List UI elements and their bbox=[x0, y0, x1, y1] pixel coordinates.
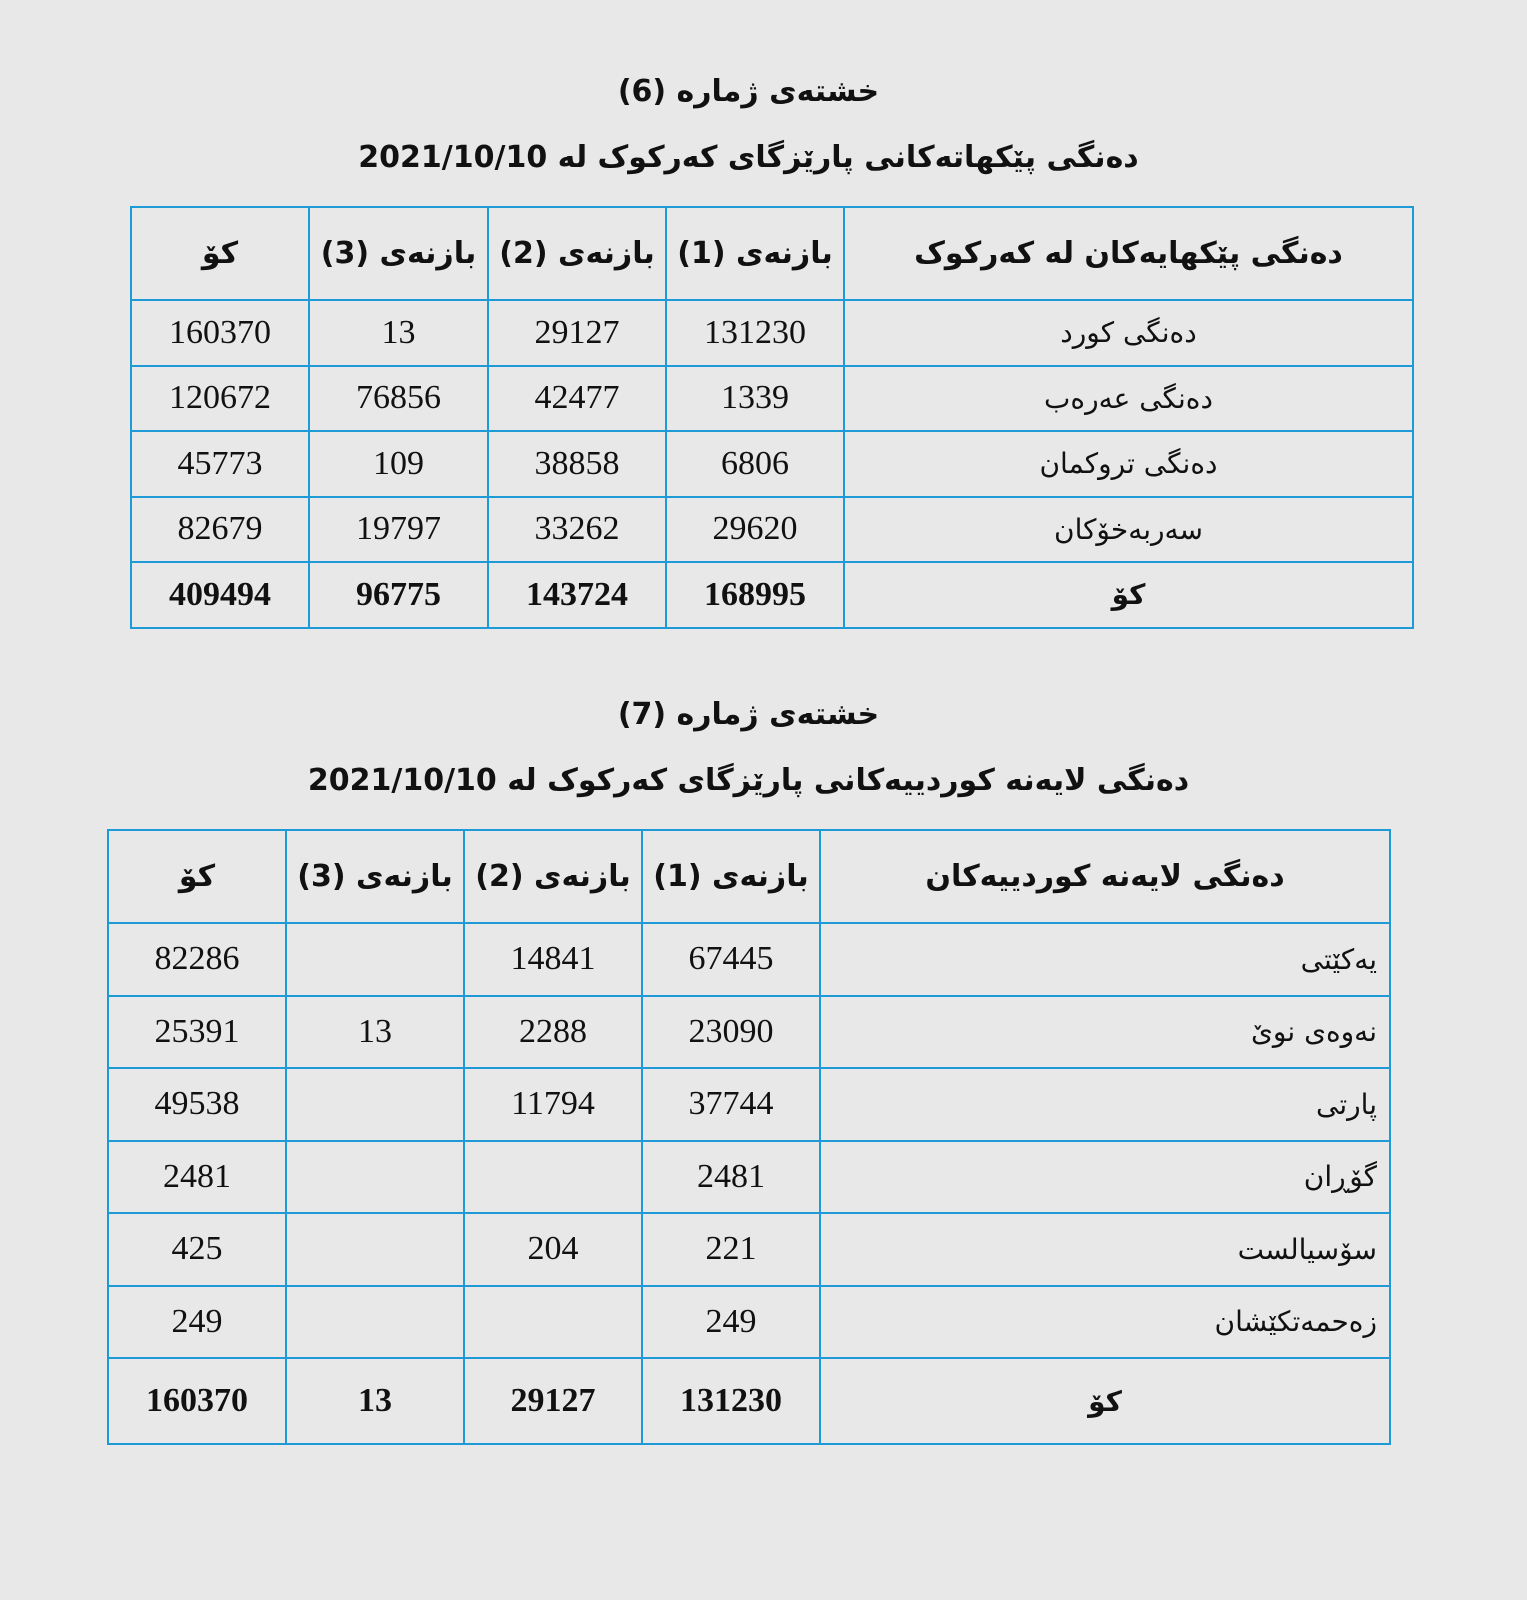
value-cell bbox=[463, 1284, 643, 1359]
value-cell: 120672 bbox=[130, 364, 310, 432]
table6-number-title: خشتەی ژمارە (6) bbox=[617, 74, 880, 109]
value-cell: 29127 bbox=[487, 299, 667, 367]
table-row: سەربەخۆکان 29620 33262 19797 82679 bbox=[130, 495, 1414, 563]
table-row: یەکێتی 67445 14841 82286 bbox=[107, 922, 1391, 997]
value-cell: 168995 bbox=[665, 561, 845, 629]
table-row: سۆسیالست 221 204 425 bbox=[107, 1212, 1391, 1287]
header-cell: کۆ bbox=[107, 829, 287, 924]
value-cell: 6806 bbox=[665, 430, 845, 498]
value-cell: 33262 bbox=[487, 495, 667, 563]
row-label-cell: نەوەی نوێ bbox=[819, 994, 1391, 1069]
table6: دەنگی پێکهایەکان لە کەرکوک بازنەی (1) با… bbox=[130, 206, 1414, 629]
value-cell: 82679 bbox=[130, 495, 310, 563]
table7: دەنگی لایەنە کوردییەکان بازنەی (1) بازنە… bbox=[107, 829, 1391, 1445]
value-cell: 221 bbox=[641, 1212, 821, 1287]
value-cell: 409494 bbox=[130, 561, 310, 629]
header-cell: بازنەی (2) bbox=[487, 206, 667, 301]
value-cell: 2481 bbox=[641, 1139, 821, 1214]
table-row: دەنگی تروکمان 6806 38858 109 45773 bbox=[130, 430, 1414, 498]
table7-subtitle: دەنگی لایەنە کوردییەکانی پارێزگای کەرکوک… bbox=[307, 763, 1190, 798]
value-cell bbox=[463, 1139, 643, 1214]
value-cell: 11794 bbox=[463, 1067, 643, 1142]
header-cell: بازنەی (1) bbox=[665, 206, 845, 301]
value-cell: 14841 bbox=[463, 922, 643, 997]
table-row: نەوەی نوێ 23090 2288 13 25391 bbox=[107, 994, 1391, 1069]
value-cell: 23090 bbox=[641, 994, 821, 1069]
row-label-cell: پارتی bbox=[819, 1067, 1391, 1142]
value-cell: 13 bbox=[285, 1357, 465, 1445]
value-cell: 249 bbox=[107, 1284, 287, 1359]
value-cell bbox=[285, 1284, 465, 1359]
table-row: گۆڕان 2481 2481 bbox=[107, 1139, 1391, 1214]
value-cell: 13 bbox=[308, 299, 489, 367]
header-cell: دەنگی پێکهایەکان لە کەرکوک bbox=[843, 206, 1414, 301]
row-label-cell: کۆ bbox=[819, 1357, 1391, 1445]
value-cell: 249 bbox=[641, 1284, 821, 1359]
value-cell: 49538 bbox=[107, 1067, 287, 1142]
value-cell: 38858 bbox=[487, 430, 667, 498]
value-cell: 131230 bbox=[665, 299, 845, 367]
value-cell: 42477 bbox=[487, 364, 667, 432]
table7-number-title: خشتەی ژمارە (7) bbox=[617, 697, 880, 732]
value-cell: 425 bbox=[107, 1212, 287, 1287]
row-label-cell: سۆسیالست bbox=[819, 1212, 1391, 1287]
value-cell: 131230 bbox=[641, 1357, 821, 1445]
row-label-cell: زەحمەتکێشان bbox=[819, 1284, 1391, 1359]
value-cell: 96775 bbox=[308, 561, 489, 629]
table-row: پارتی 37744 11794 49538 bbox=[107, 1067, 1391, 1142]
value-cell: 76856 bbox=[308, 364, 489, 432]
value-cell: 160370 bbox=[130, 299, 310, 367]
value-cell: 19797 bbox=[308, 495, 489, 563]
table7-header-row: دەنگی لایەنە کوردییەکان بازنەی (1) بازنە… bbox=[107, 829, 1391, 924]
value-cell: 37744 bbox=[641, 1067, 821, 1142]
value-cell: 13 bbox=[285, 994, 465, 1069]
value-cell bbox=[285, 1212, 465, 1287]
value-cell bbox=[285, 1067, 465, 1142]
total-row: کۆ 168995 143724 96775 409494 bbox=[130, 561, 1414, 629]
value-cell: 29620 bbox=[665, 495, 845, 563]
row-label-cell: دەنگی کورد bbox=[843, 299, 1414, 367]
table6-header-row: دەنگی پێکهایەکان لە کەرکوک بازنەی (1) با… bbox=[130, 206, 1414, 301]
value-cell: 67445 bbox=[641, 922, 821, 997]
row-label-cell: سەربەخۆکان bbox=[843, 495, 1414, 563]
row-label-cell: دەنگی عەرەب bbox=[843, 364, 1414, 432]
value-cell bbox=[285, 922, 465, 997]
value-cell: 204 bbox=[463, 1212, 643, 1287]
value-cell: 25391 bbox=[107, 994, 287, 1069]
header-cell: بازنەی (3) bbox=[285, 829, 465, 924]
row-label-cell: گۆڕان bbox=[819, 1139, 1391, 1214]
total-row: کۆ 131230 29127 13 160370 bbox=[107, 1357, 1391, 1445]
table-row: دەنگی کورد 131230 29127 13 160370 bbox=[130, 299, 1414, 367]
row-label-cell: دەنگی تروکمان bbox=[843, 430, 1414, 498]
table-row: زەحمەتکێشان 249 249 bbox=[107, 1284, 1391, 1359]
value-cell: 45773 bbox=[130, 430, 310, 498]
value-cell: 1339 bbox=[665, 364, 845, 432]
header-cell: بازنەی (2) bbox=[463, 829, 643, 924]
value-cell bbox=[285, 1139, 465, 1214]
value-cell: 2288 bbox=[463, 994, 643, 1069]
table6-subtitle: دەنگی پێکهاتەکانی پارێزگای کەرکوک لە 202… bbox=[358, 140, 1139, 175]
row-label-cell: یەکێتی bbox=[819, 922, 1391, 997]
header-cell: بازنەی (3) bbox=[308, 206, 489, 301]
value-cell: 143724 bbox=[487, 561, 667, 629]
row-label-cell: کۆ bbox=[843, 561, 1414, 629]
value-cell: 2481 bbox=[107, 1139, 287, 1214]
header-cell: کۆ bbox=[130, 206, 310, 301]
value-cell: 29127 bbox=[463, 1357, 643, 1445]
value-cell: 160370 bbox=[107, 1357, 287, 1445]
value-cell: 82286 bbox=[107, 922, 287, 997]
value-cell: 109 bbox=[308, 430, 489, 498]
header-cell: بازنەی (1) bbox=[641, 829, 821, 924]
header-cell: دەنگی لایەنە کوردییەکان bbox=[819, 829, 1391, 924]
table-row: دەنگی عەرەب 1339 42477 76856 120672 bbox=[130, 364, 1414, 432]
